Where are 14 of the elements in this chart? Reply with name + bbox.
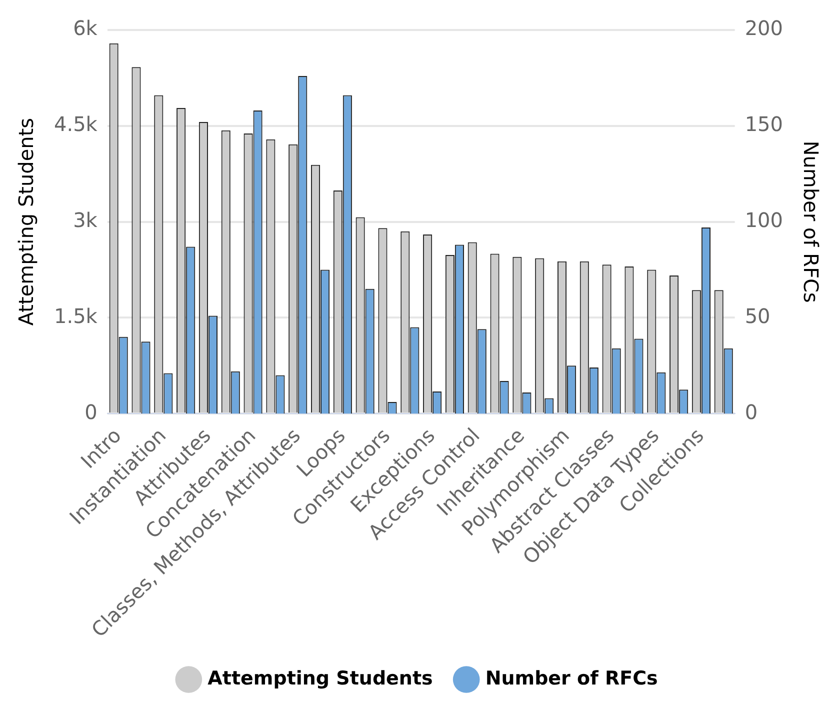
legend-label: Attempting Students — [208, 667, 433, 690]
y-axis-title: Attempting Students — [14, 118, 38, 326]
y-tick-label: 4.5k — [54, 112, 98, 136]
y2-axis-title: Number of RFCs — [798, 140, 823, 303]
y-tick-label: 6k — [73, 16, 98, 40]
y2-tick-label: 50 — [744, 304, 770, 328]
y-tick-label: 1.5k — [54, 304, 98, 328]
y2-tick-label: 200 — [744, 16, 784, 40]
y-tick-label: 3k — [73, 208, 98, 232]
legend-label: Number of RFCs — [485, 667, 658, 690]
y2-tick-label: 150 — [744, 112, 784, 136]
y2-tick-label: 0 — [744, 400, 758, 424]
y2-tick-label: 100 — [744, 208, 784, 232]
y-tick-label: 0 — [84, 400, 98, 424]
